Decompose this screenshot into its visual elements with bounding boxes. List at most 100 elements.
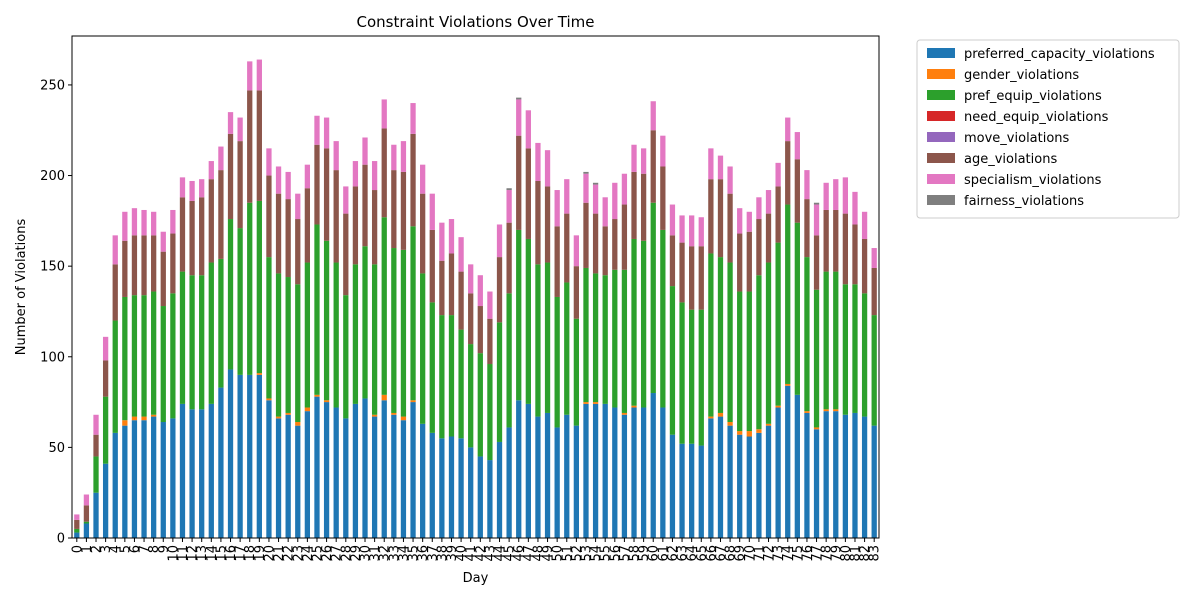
bar-segment-specialism_violations-day-63 [679,215,685,243]
bar-segment-specialism_violations-day-46 [516,99,522,136]
bar-segment-specialism_violations-day-28 [343,186,349,214]
bar-segment-preferred_capacity_violations-day-80 [842,414,849,538]
bar-segment-preferred_capacity_violations-day-29 [352,403,359,538]
bar-segment-specialism_violations-day-62 [669,204,676,236]
bar-segment-specialism_violations-day-51 [564,179,570,214]
bar-segment-age_violations-day-39 [448,253,455,316]
bar-segment-pref_equip_violations-day-83 [871,315,877,426]
bar-segment-age_violations-day-6 [131,235,138,296]
bar-segment-age_violations-day-54 [592,213,599,274]
bar-segment-specialism_violations-day-20 [266,148,272,176]
bar-segment-preferred_capacity_violations-day-79 [833,411,839,538]
bar-segment-pref_equip_violations-day-71 [756,275,762,430]
bar-segment-preferred_capacity_violations-day-3 [102,463,109,538]
bar-segment-specialism_violations-day-50 [554,190,560,227]
x-tick-label: 9 [157,545,172,553]
bar-segment-specialism_violations-day-11 [179,177,186,198]
bar-segment-specialism_violations-day-70 [746,211,752,232]
bar-segment-preferred_capacity_violations-day-43 [487,460,493,538]
legend-box [916,39,1180,219]
bar-segment-preferred_capacity_violations-day-32 [381,400,387,538]
legend-label-pref_equip_violations: pref_equip_violations [964,89,1102,104]
bar-segment-pref_equip_violations-day-15 [218,258,224,388]
bar-segment-specialism_violations-day-8 [151,211,157,236]
bar-segment-preferred_capacity_violations-day-50 [554,427,560,538]
bar-segment-preferred_capacity_violations-day-11 [179,403,186,538]
plot-frame [71,35,880,539]
bar-segment-gender_violations-day-31 [371,414,378,417]
bar-segment-pref_equip_violations-day-63 [679,302,685,444]
x-tick-label: 43 [483,545,498,562]
bar-segment-specialism_violations-day-7 [141,209,147,236]
x-tick-label: 14 [205,545,220,562]
x-tick-label: 13 [195,545,210,562]
bar-segment-pref_equip_violations-day-38 [439,315,445,439]
bar-segment-specialism_violations-day-9 [160,231,166,252]
bar-segment-pref_equip_violations-day-27 [333,262,339,408]
bar-segment-pref_equip_violations-day-20 [266,257,272,399]
x-tick-label: 56 [608,545,623,562]
x-tick-label: 34 [397,545,412,562]
legend-swatch-pref_equip_violations [927,90,955,100]
bar-segment-specialism_violations-day-27 [333,141,339,171]
bar-segment-age_violations-day-17 [237,141,243,229]
bar-segment-gender_violations-day-54 [592,402,599,404]
bar-segment-pref_equip_violations-day-25 [314,224,320,395]
x-tick-label: 23 [291,545,306,562]
bar-segment-gender_violations-day-35 [410,400,416,403]
x-tick-label: 20 [262,545,277,562]
bar-segment-gender_violations-day-77 [813,427,820,430]
x-tick-label: 18 [243,545,258,562]
bar-segment-specialism_violations-day-2 [93,414,99,435]
bar-segment-age_violations-day-30 [362,164,368,247]
bar-segment-age_violations-day-43 [487,318,493,365]
bar-segment-fairness_violations-day-53 [583,171,589,174]
bar-segment-pref_equip_violations-day-2 [93,456,99,493]
bar-segment-pref_equip_violations-day-57 [621,269,628,413]
bar-segment-age_violations-day-33 [391,170,397,249]
bar-segment-pref_equip_violations-day-62 [669,286,676,435]
bar-segment-pref_equip_violations-day-16 [227,219,234,370]
bar-segment-specialism_violations-day-79 [833,179,839,210]
bar-segment-age_violations-day-70 [746,231,752,292]
bar-segment-pref_equip_violations-day-68 [727,262,733,423]
bar-segment-fairness_violations-day-45 [506,188,512,191]
y-tick-label: 0 [57,532,65,547]
bar-segment-preferred_capacity_violations-day-5 [122,425,128,538]
bar-segment-age_violations-day-18 [247,90,253,203]
bar-segment-preferred_capacity_violations-day-19 [256,374,262,538]
x-tick-label: 22 [282,545,297,562]
bar-segment-pref_equip_violations-day-73 [775,242,781,406]
bar-segment-specialism_violations-day-80 [842,177,849,214]
bar-segment-age_violations-day-83 [871,267,877,316]
bar-segment-specialism_violations-day-64 [689,215,695,247]
bar-segment-age_violations-day-76 [804,199,810,258]
bar-segment-preferred_capacity_violations-day-16 [227,369,234,538]
bar-segment-preferred_capacity_violations-day-74 [785,385,791,538]
bar-segment-specialism_violations-day-76 [804,170,810,200]
bar-segment-pref_equip_violations-day-40 [458,329,464,439]
bar-segment-age_violations-day-12 [189,200,195,276]
x-tick-label: 39 [445,545,460,562]
x-tick-label: 71 [752,545,767,562]
bar-segment-specialism_violations-day-22 [285,171,291,200]
bar-segment-specialism_violations-day-3 [102,336,109,361]
bar-segment-age_violations-day-38 [439,260,445,316]
bar-segment-gender_violations-day-69 [737,431,743,435]
bar-segment-specialism_violations-day-68 [727,166,733,194]
bar-segment-pref_equip_violations-day-11 [179,271,186,404]
bar-segment-preferred_capacity_violations-day-67 [717,416,724,538]
bar-segment-specialism_violations-day-24 [304,164,311,189]
bar-segment-age_violations-day-78 [823,209,829,272]
bar-segment-pref_equip_violations-day-28 [343,295,349,419]
y-tick-label: 250 [40,78,65,93]
bar-segment-pref_equip_violations-day-52 [573,318,580,426]
bar-segment-age_violations-day-25 [314,144,320,225]
bar-segment-specialism_violations-day-5 [122,211,128,241]
bar-segment-pref_equip_violations-day-36 [420,273,426,424]
bar-segment-preferred_capacity_violations-day-9 [160,422,166,538]
bar-segment-specialism_violations-day-41 [468,264,474,294]
bar-segment-age_violations-day-65 [698,246,704,310]
x-tick-label: 31 [368,545,383,562]
bar-segment-preferred_capacity_violations-day-60 [650,393,656,538]
